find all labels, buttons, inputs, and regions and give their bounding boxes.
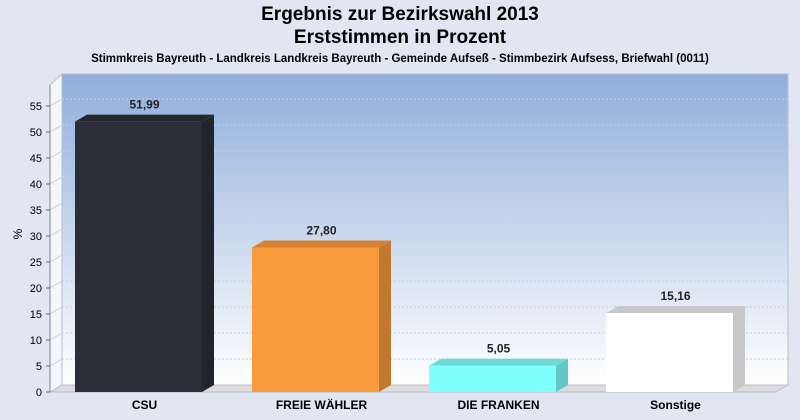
- y-tick-label: 0: [36, 387, 42, 399]
- bar-sonstige: 15,16: [606, 289, 745, 392]
- chart-title: Ergebnis zur Bezirkswahl 2013: [261, 4, 539, 25]
- bars: 51,99 27,80 5,05 15,16: [75, 98, 745, 392]
- y-tick-label: 10: [30, 335, 42, 347]
- gridline-diagonal: [49, 280, 63, 289]
- gridline-diagonal: [49, 124, 63, 133]
- y-axis: 0 5 10 15 20 25 30 35 40 45 50 55: [30, 85, 51, 399]
- bar-top: [606, 306, 745, 314]
- y-tick-label: 20: [30, 283, 42, 295]
- bar-freie-w-hler: 27,80: [252, 223, 391, 392]
- gridline-diagonal: [49, 150, 63, 159]
- gridline-diagonal: [49, 254, 63, 263]
- chart-title-line2: Erststimmen in Prozent: [293, 27, 507, 48]
- bar-csu: 51,99: [75, 98, 214, 392]
- gridline-diagonal: [49, 202, 63, 211]
- data-label: 15,16: [660, 289, 690, 303]
- bar-top: [429, 358, 568, 366]
- gridline-diagonal: [49, 358, 63, 367]
- y-tick-label: 25: [30, 257, 42, 269]
- x-axis-labels: CSU FREIE WÄHLER DIE FRANKEN Sonstige: [132, 397, 701, 412]
- gridline-diagonal: [49, 176, 63, 185]
- y-tick-label: 45: [30, 153, 42, 165]
- gridline-diagonal: [49, 98, 63, 107]
- bar-top: [252, 240, 391, 248]
- x-tick-label: Sonstige: [650, 398, 701, 412]
- data-label: 5,05: [487, 342, 511, 356]
- data-label: 51,99: [129, 98, 159, 112]
- y-tick-label: 5: [36, 361, 42, 373]
- data-label: 27,80: [306, 223, 336, 237]
- bar-front: [429, 365, 556, 392]
- gridline-diagonal: [49, 228, 63, 237]
- bar-front: [252, 247, 379, 392]
- bar-front: [75, 121, 202, 392]
- y-tick-label: 55: [30, 101, 42, 113]
- y-tick-label: 50: [30, 127, 42, 139]
- bar-side: [379, 240, 391, 392]
- y-tick-label: 35: [30, 205, 42, 217]
- x-tick-label: FREIE WÄHLER: [276, 397, 368, 412]
- x-tick-label: DIE FRANKEN: [457, 398, 539, 412]
- bar-top: [75, 114, 214, 122]
- y-tick-label: 15: [30, 309, 42, 321]
- bar-front: [606, 313, 733, 392]
- bar-die-franken: 5,05: [429, 342, 568, 392]
- y-axis-label: %: [11, 228, 25, 239]
- gridline-diagonal: [49, 332, 63, 341]
- chart-subtitle: Stimmkreis Bayreuth - Landkreis Landkrei…: [91, 53, 709, 65]
- gridline-diagonal: [49, 306, 63, 315]
- x-tick-label: CSU: [132, 398, 157, 412]
- bar-side: [733, 306, 745, 392]
- bar-side: [556, 358, 568, 392]
- y-tick-label: 40: [30, 179, 42, 191]
- bar-side: [202, 114, 214, 392]
- y-tick-label: 30: [30, 231, 42, 243]
